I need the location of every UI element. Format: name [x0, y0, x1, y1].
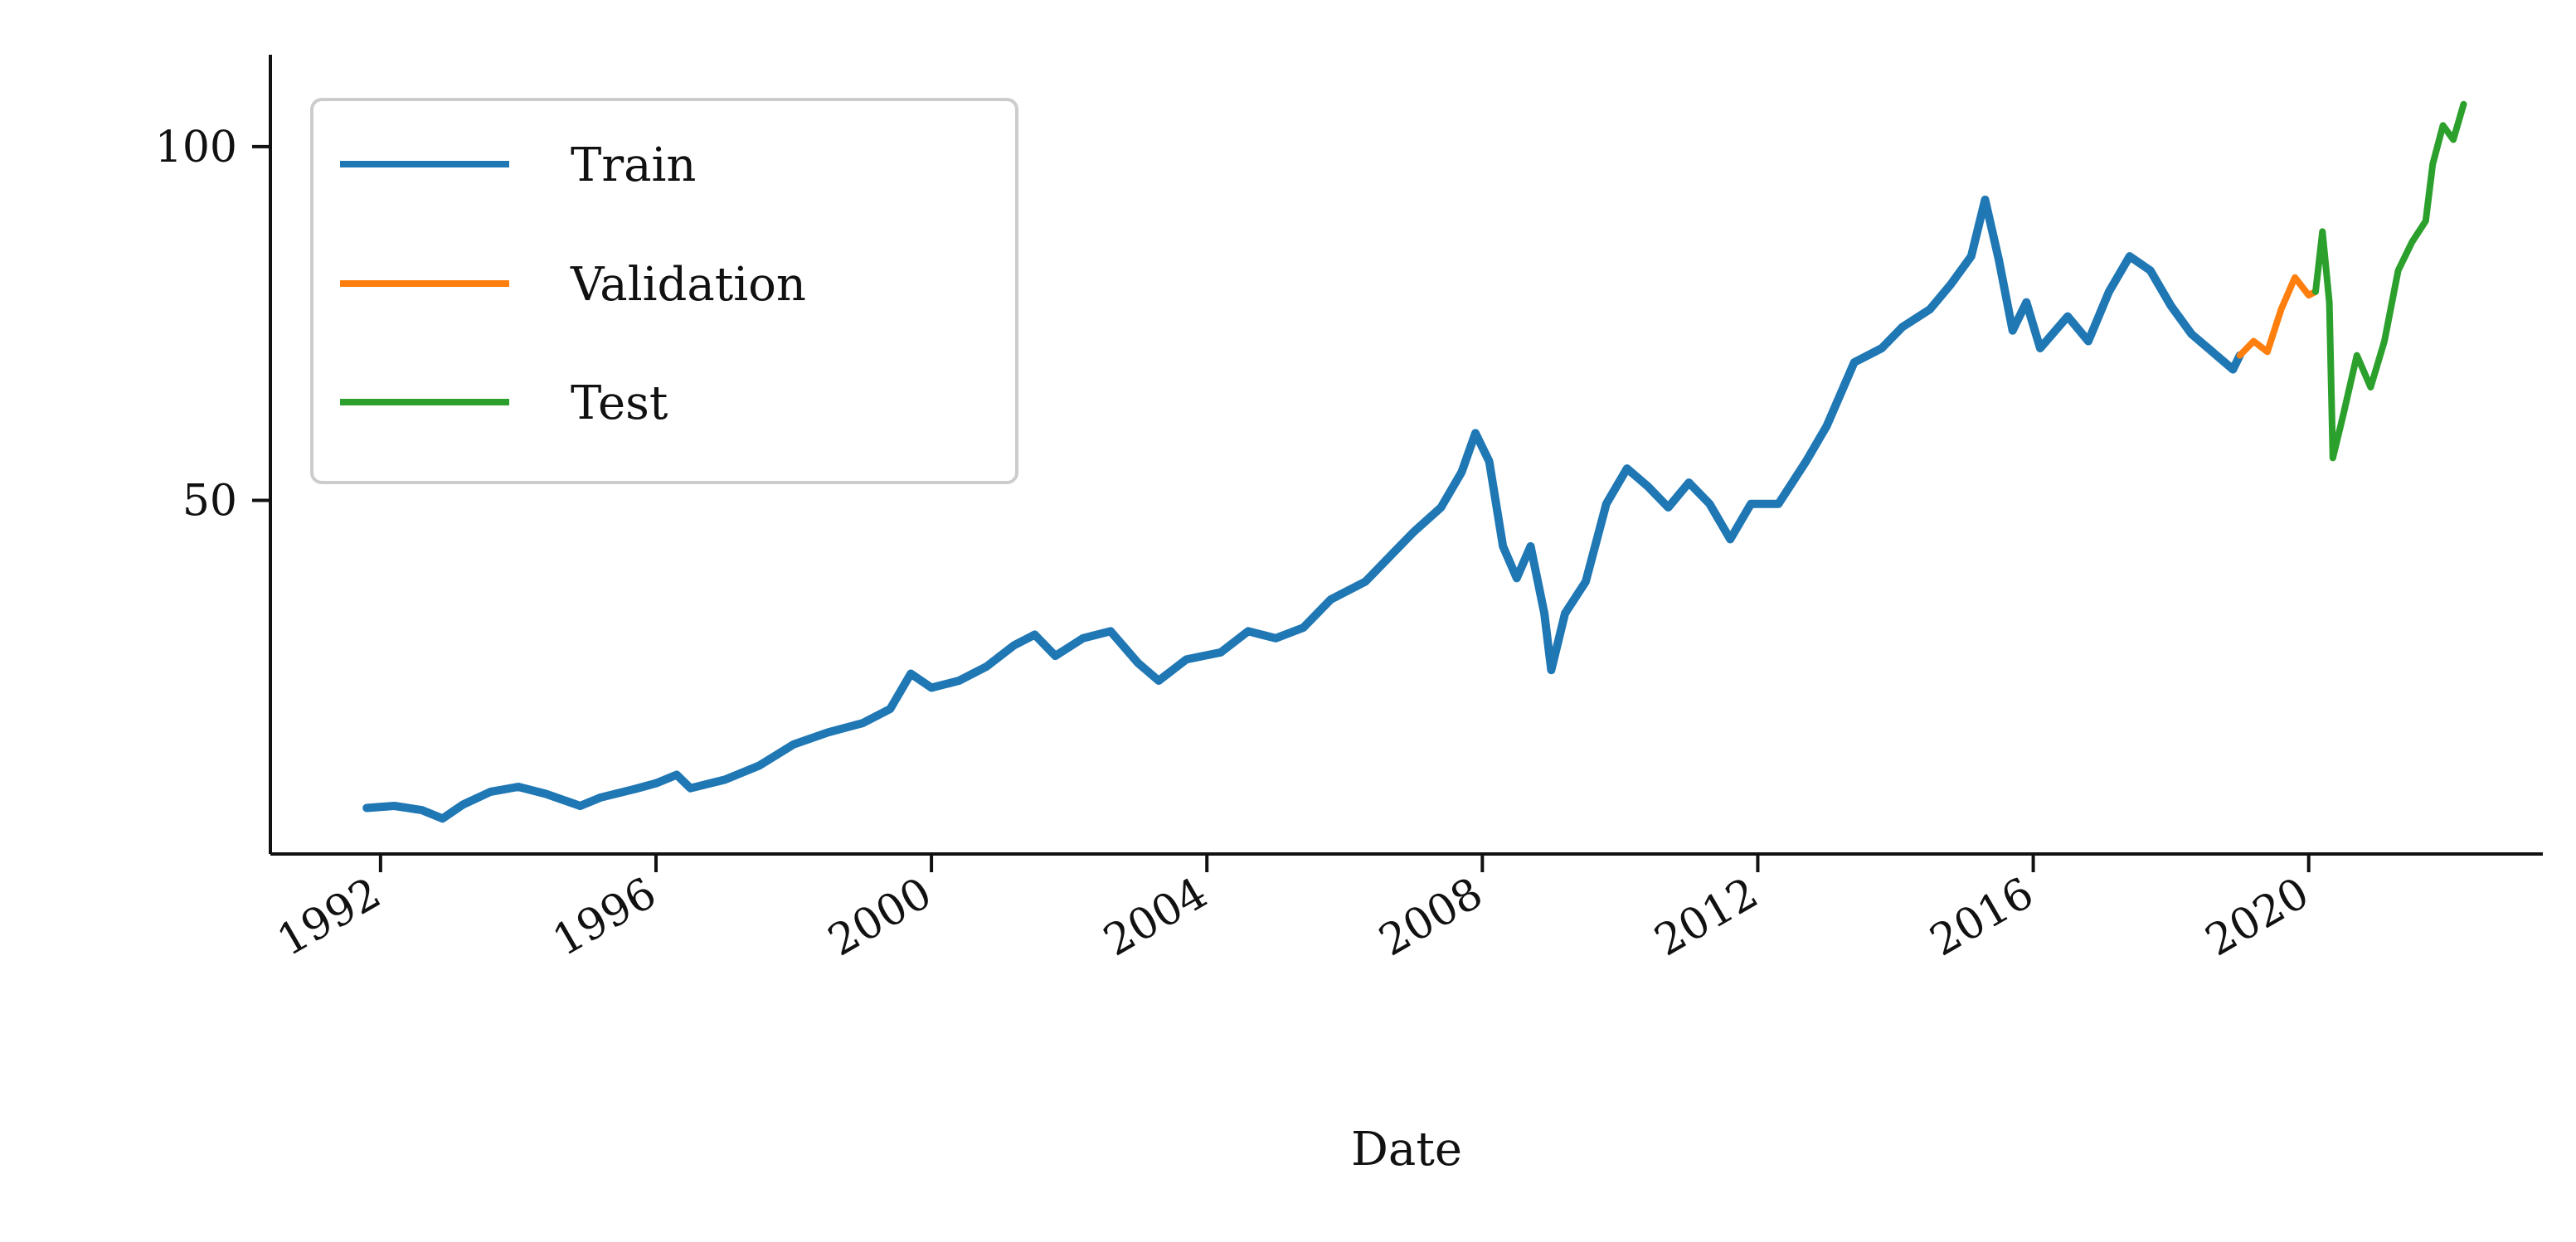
series-line-validation: [2236, 274, 2319, 359]
x-tick-label: 2016: [1922, 868, 2042, 966]
x-axis-title: Date: [1351, 1123, 1462, 1177]
x-tick-label: 2020: [2198, 868, 2318, 966]
y-axis-ticks: 50 100: [155, 123, 270, 526]
series-line-train: [362, 195, 2244, 823]
x-tick-label: 2004: [1096, 868, 1216, 966]
plot-lines: [362, 100, 2467, 823]
x-tick-label: 1996: [545, 868, 665, 966]
y-tick-label: 100: [155, 123, 237, 172]
x-tick-label: 2000: [820, 868, 940, 966]
series-line-test: [2312, 100, 2467, 462]
legend-label-test: Test: [571, 376, 668, 430]
x-tick-label: 1992: [270, 868, 390, 966]
x-axis-ticks: 1992 1996 2000 2004 2008 2012 2016 2020: [270, 854, 2317, 966]
legend-label-validation: Validation: [570, 258, 806, 312]
x-tick-label: 2012: [1646, 868, 1767, 966]
legend: Train Validation Test: [310, 98, 1018, 484]
legend-label-train: Train: [571, 138, 696, 192]
x-tick-label: 2008: [1371, 868, 1491, 966]
legend-frame: [310, 98, 1018, 484]
y-tick-label: 50: [182, 476, 237, 526]
